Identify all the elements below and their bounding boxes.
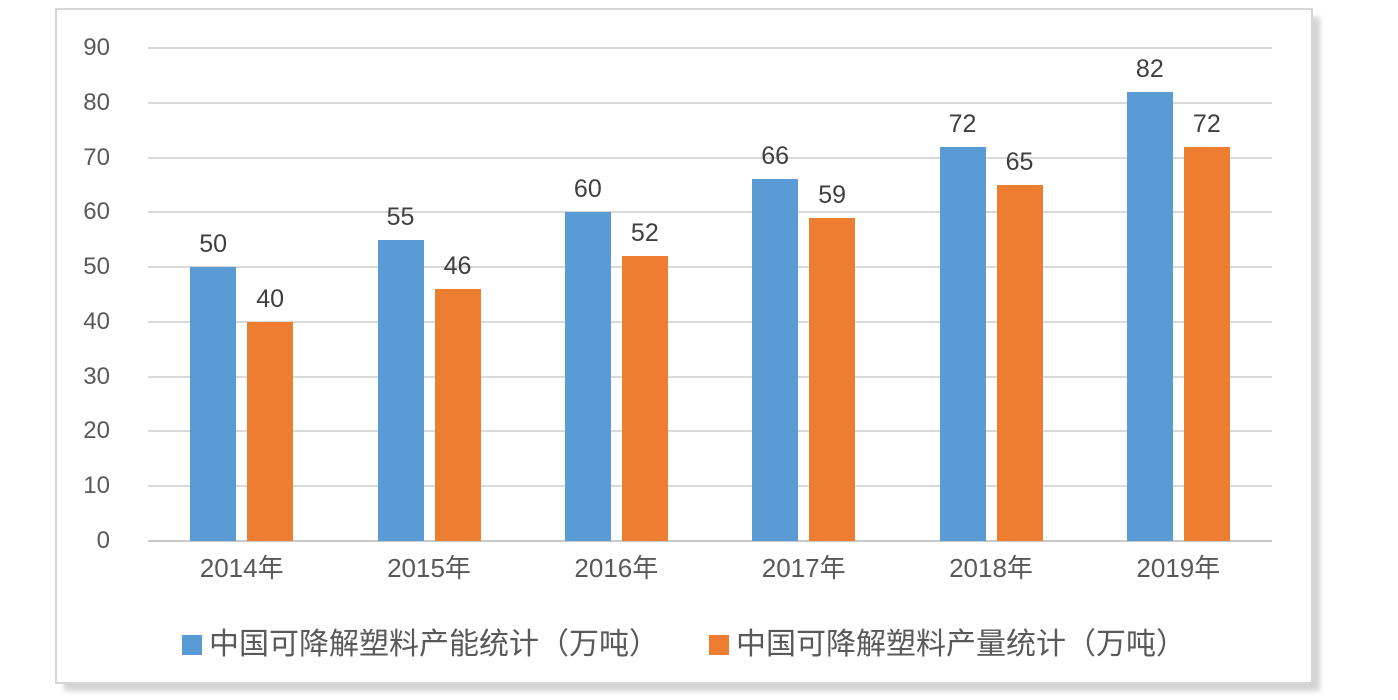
bar-series2-2016年 [621, 256, 668, 541]
bar-series1-2016年 [564, 212, 611, 541]
bar-value-label: 55 [386, 202, 415, 231]
y-tick-label-20: 20 [83, 417, 110, 445]
bar-series1-2018年 [939, 146, 986, 541]
bar-value-label: 40 [256, 284, 285, 313]
gridline-20 [148, 430, 1272, 433]
legend-swatch-icon [182, 635, 202, 655]
bar-value-label: 82 [1135, 54, 1164, 83]
bar-series2-2015年 [434, 289, 481, 541]
legend-item-series2: 中国可降解塑料产量统计（万吨） [709, 630, 1186, 660]
bar-series2-2019年 [1183, 146, 1230, 541]
legend-label: 中国可降解塑料产量统计（万吨） [736, 628, 1186, 661]
x-tick-label-2015年: 2015年 [387, 553, 471, 583]
bar-series2-2017年 [809, 217, 856, 541]
gridline-90 [148, 47, 1272, 49]
gridline-10 [148, 485, 1272, 488]
gridline-80 [148, 101, 1272, 104]
gridline-0 [148, 540, 1272, 542]
bar-value-label: 50 [199, 230, 228, 259]
bar-series1-2019年 [1126, 91, 1173, 541]
x-tick-label-2014年: 2014年 [199, 553, 284, 583]
bar-value-label: 59 [818, 180, 847, 209]
x-tick-label-2019年: 2019年 [1136, 553, 1221, 583]
plot-area: 50 40 55 46 60 52 66 59 72 65 82 72 [148, 47, 1272, 542]
y-tick-label-10: 10 [83, 472, 110, 500]
bar-series1-2017年 [752, 179, 799, 541]
y-tick-label-30: 30 [83, 362, 110, 390]
x-tick-label-2016年: 2016年 [574, 553, 659, 583]
legend-label: 中国可降解塑料产能统计（万吨） [209, 628, 659, 661]
y-tick-label-60: 60 [83, 198, 110, 226]
y-tick-label-90: 90 [83, 34, 110, 61]
legend-swatch-icon [709, 635, 729, 655]
bar-value-label: 46 [443, 252, 472, 281]
bar-value-label: 52 [630, 219, 659, 248]
x-tick-label-2017年: 2017年 [761, 553, 846, 583]
bar-series1-2015年 [377, 239, 424, 541]
bar-series2-2018年 [996, 184, 1043, 541]
bar-value-label: 60 [573, 175, 602, 204]
bar-series2-2014年 [247, 321, 294, 541]
bar-value-label: 72 [948, 109, 977, 138]
bar-value-label: 66 [761, 142, 790, 171]
bar-series1-2014年 [190, 267, 237, 541]
gridline-50 [148, 266, 1272, 269]
y-tick-label-80: 80 [83, 88, 110, 116]
y-tick-label-40: 40 [83, 307, 110, 335]
gridline-60 [148, 211, 1272, 214]
gridline-30 [148, 375, 1272, 378]
legend-item-series1: 中国可降解塑料产能统计（万吨） [182, 630, 659, 660]
legend: 中国可降解塑料产能统计（万吨） 中国可降解塑料产量统计（万吨） [57, 630, 1311, 660]
x-tick-label-2018年: 2018年 [949, 553, 1033, 583]
chart-frame: 0 10 20 30 40 50 60 70 80 90 50 40 55 46 60 52 66 59 72 65… [55, 8, 1313, 684]
gridline-70 [148, 156, 1272, 159]
bar-value-label: 65 [1005, 147, 1034, 176]
y-tick-label-70: 70 [83, 143, 110, 171]
gridline-40 [148, 320, 1272, 323]
y-tick-label-50: 50 [83, 253, 110, 281]
bar-value-label: 72 [1192, 109, 1221, 138]
y-tick-label-0: 0 [96, 527, 110, 554]
